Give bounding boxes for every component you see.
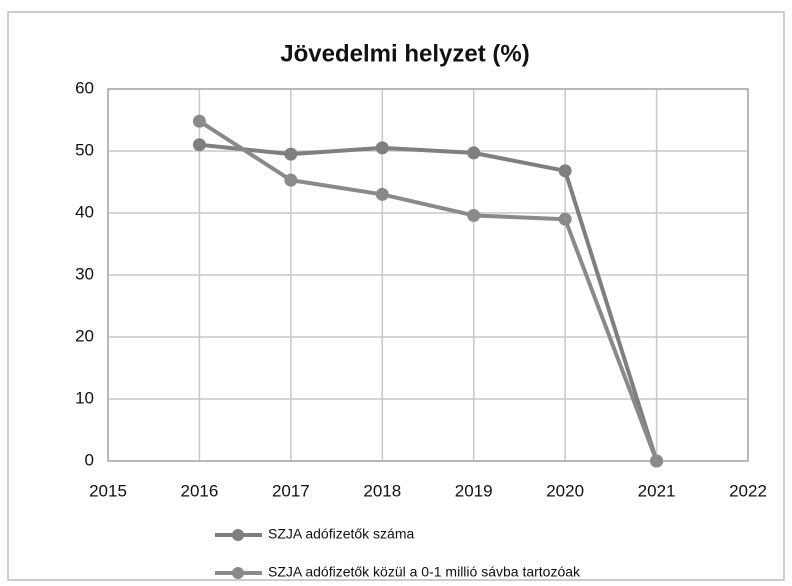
x-tick-label: 2018 <box>363 481 401 500</box>
x-tick-label: 2016 <box>181 481 219 500</box>
data-point <box>558 212 572 226</box>
plot-border <box>107 88 749 462</box>
data-point <box>467 208 481 222</box>
legend-label: SZJA adófizetők közül a 0-1 millió sávba… <box>268 564 581 580</box>
y-tick-label: 50 <box>75 140 94 159</box>
chart-title: Jövedelmi helyzet (%) <box>280 40 529 67</box>
data-point <box>558 164 572 178</box>
data-point <box>284 147 298 161</box>
y-tick-label: 30 <box>75 264 94 283</box>
data-point <box>192 114 206 128</box>
data-point <box>375 187 389 201</box>
x-tick-label: 2021 <box>638 481 676 500</box>
data-point <box>284 173 298 187</box>
data-point <box>375 141 389 155</box>
x-tick-label: 2015 <box>89 481 127 500</box>
data-point <box>467 146 481 160</box>
legend-swatch-marker <box>232 567 244 579</box>
legend-label: SZJA adófizetők száma <box>268 526 415 542</box>
series-line <box>198 119 659 462</box>
legend-swatch-marker <box>232 529 244 541</box>
y-tick-label: 40 <box>75 202 94 221</box>
data-point <box>192 138 206 152</box>
x-tick-label: 2017 <box>272 481 310 500</box>
y-tick-label: 10 <box>75 388 94 407</box>
chart-frame <box>7 11 785 581</box>
x-tick-label: 2022 <box>729 481 767 500</box>
data-point <box>650 454 664 468</box>
y-tick-label: 60 <box>75 78 94 97</box>
x-tick-label: 2019 <box>455 481 493 500</box>
x-tick-label: 2020 <box>546 481 584 500</box>
y-tick-label: 0 <box>85 450 94 469</box>
y-tick-label: 20 <box>75 326 94 345</box>
series-line <box>199 142 659 462</box>
